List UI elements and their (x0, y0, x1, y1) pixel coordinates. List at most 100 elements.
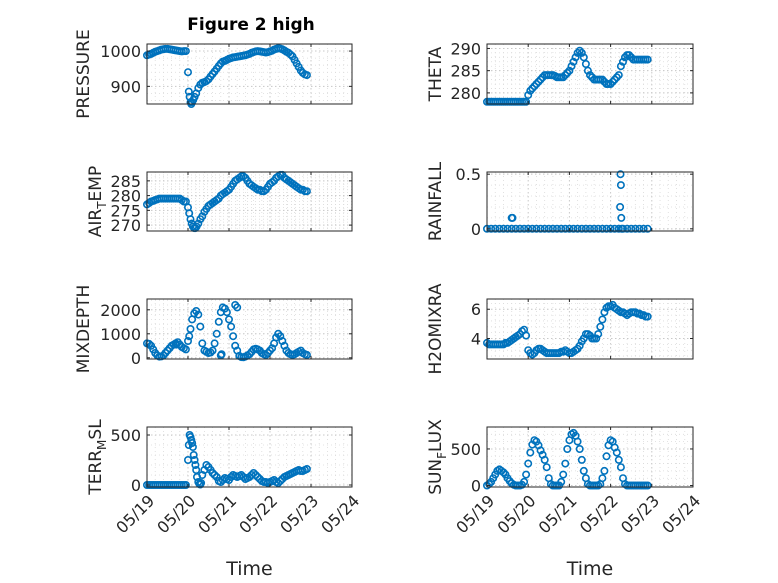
data-point (491, 224, 500, 233)
data-point (559, 73, 568, 82)
data-point (600, 466, 609, 475)
data-point (188, 442, 197, 451)
data-point (210, 339, 219, 348)
data-point (181, 480, 190, 489)
data-point (520, 477, 529, 486)
y-tick-label: 275 (110, 201, 141, 220)
data-point (196, 322, 205, 331)
x-axis-label: Time (225, 558, 273, 580)
data-point (616, 62, 625, 71)
data-point (184, 68, 193, 77)
y-tick-label: 500 (450, 440, 481, 459)
y-tick-label: 1000 (100, 325, 141, 344)
data-point (274, 478, 283, 487)
data-point (198, 339, 207, 348)
data-series (482, 300, 652, 359)
x-tick-label: 05/23 (617, 491, 663, 537)
data-point (503, 224, 512, 233)
data-point (573, 224, 582, 233)
data-point (302, 187, 311, 196)
data-point (216, 477, 225, 486)
data-point (625, 51, 634, 60)
data-point (569, 57, 578, 66)
data-series (482, 170, 652, 233)
y-axis-label: PRESSURE (74, 29, 94, 118)
x-tick-label: 05/22 (235, 491, 281, 537)
data-point (302, 464, 311, 473)
data-series (143, 300, 311, 362)
data-point (208, 346, 217, 355)
data-point (186, 215, 195, 224)
data-point (544, 224, 553, 233)
data-point (616, 181, 625, 190)
data-point (561, 224, 570, 233)
data-point (507, 224, 516, 233)
data-point (575, 341, 584, 350)
data-point (585, 224, 594, 233)
data-point (528, 224, 537, 233)
x-tick-label: 05/21 (194, 491, 240, 537)
data-point (583, 66, 592, 75)
data-point (552, 224, 561, 233)
x-tick-label: 05/20 (153, 491, 199, 537)
data-point (540, 224, 549, 233)
data-series (482, 46, 652, 106)
data-point (612, 448, 621, 457)
data-point (569, 224, 578, 233)
x-tick-label: 05/20 (493, 491, 539, 537)
axes-box (146, 298, 353, 360)
data-point (253, 472, 262, 481)
data-point (249, 468, 258, 477)
y-tick-label: 285 (110, 172, 141, 191)
data-point (571, 53, 580, 62)
data-point (598, 315, 607, 324)
data-point (181, 345, 190, 354)
data-point (563, 68, 572, 77)
data-point (520, 224, 529, 233)
data-point (222, 308, 231, 317)
data-series (143, 430, 311, 489)
data-point (563, 444, 572, 453)
data-point (602, 452, 611, 461)
data-point (548, 224, 557, 233)
figure-title: Figure 2 high (187, 15, 315, 35)
data-point (237, 470, 246, 479)
x-tick-label: 05/19 (452, 491, 498, 537)
data-point (623, 224, 632, 233)
x-tick-label: 05/19 (112, 491, 158, 537)
y-tick-label: 6 (471, 300, 481, 319)
data-point (606, 224, 615, 233)
data-point (202, 460, 211, 469)
data-point (567, 62, 576, 71)
data-point (598, 224, 607, 233)
y-tick-label: 0.5 (456, 165, 481, 184)
data-point (575, 444, 584, 453)
data-point (643, 481, 652, 490)
data-point (524, 91, 533, 100)
data-point (188, 438, 197, 447)
data-point (577, 224, 586, 233)
data-point (643, 55, 652, 64)
data-point (600, 308, 609, 317)
y-axis-label: THETA (426, 46, 446, 102)
data-point (214, 317, 223, 326)
data-point (524, 459, 533, 468)
y-tick-label: 0 (131, 349, 141, 368)
data-point (635, 224, 644, 233)
data-point (602, 224, 611, 233)
data-point (184, 87, 193, 96)
data-point (522, 97, 531, 106)
data-point (592, 334, 601, 343)
x-tick-label: 05/21 (535, 491, 581, 537)
y-tick-label: 270 (110, 216, 141, 235)
data-point (585, 71, 594, 80)
data-point (208, 468, 217, 477)
y-tick-label: 280 (450, 84, 481, 103)
data-point (276, 476, 285, 485)
data-point (534, 77, 543, 86)
data-point (614, 71, 623, 80)
